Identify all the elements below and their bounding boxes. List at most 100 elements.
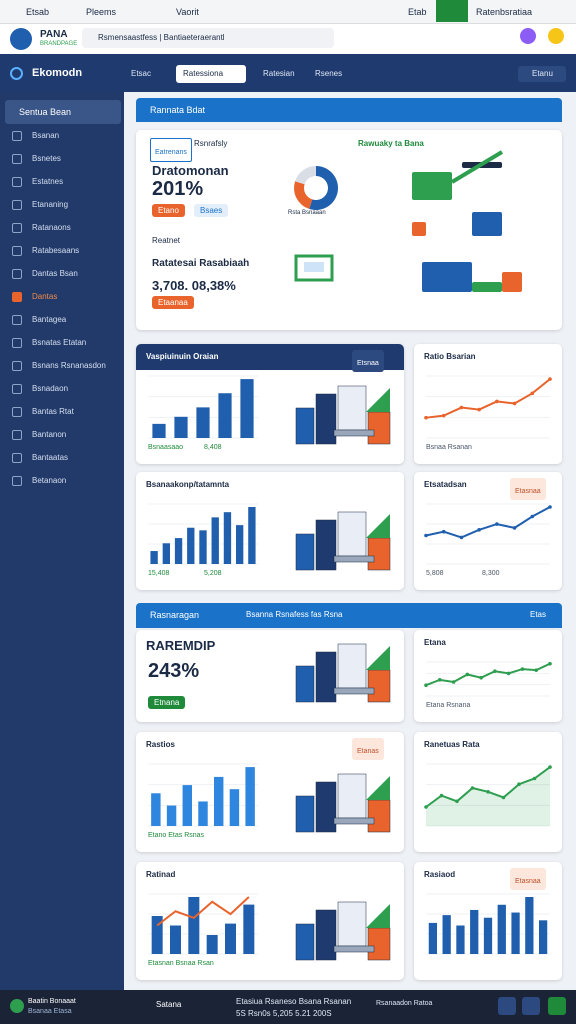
point [495,399,499,404]
bar [174,538,183,564]
illustration-part [412,222,426,236]
point [441,413,446,418]
point [486,790,490,794]
chart [148,375,258,439]
footer-right: Rsanaadon Ratoa [376,1000,433,1007]
chart [148,893,258,955]
point [517,782,521,786]
sidebar-item[interactable]: Bsnetes [4,149,120,169]
sidebar: Sentua Bean Bsanan Bsnetes Estatnes Etanani… [0,92,124,990]
tab[interactable]: Etsab [26,7,50,17]
hero-tab: Rsnrafsly [194,139,228,148]
url-field[interactable]: Rsmensaastfess | Bantiaeteraerantl [82,28,334,48]
line [425,662,551,687]
section-bar[interactable]: Rannata Bdat [136,98,562,122]
sidebar-item[interactable]: Dantas [4,287,120,307]
sidebar-item[interactable]: Dantas Bsan [4,264,120,284]
sidebar-header[interactable]: Sentua Bean [5,100,121,124]
footer-button[interactable] [498,997,516,1015]
donut-slice [309,166,338,210]
brand: PANA [40,29,68,40]
illustration-part [315,393,337,445]
illustration-part [502,272,522,292]
point [479,675,483,680]
illustration-part [315,651,337,703]
illustration-part [412,172,452,200]
sidebar-item[interactable]: Ratanaons [4,218,120,238]
illustration-part [333,945,375,953]
sidebar-item[interactable]: Etananing [4,195,120,215]
illustration-part [315,909,337,961]
card-title: Ratio Bsarian [424,352,476,361]
point [470,786,475,790]
section-subtitle: Bsanna Rsnafess fas Rsna [246,610,343,619]
bar [538,920,548,954]
sidebar-item[interactable]: Bantas Rtat [4,402,120,422]
tab[interactable]: Pleems [86,7,117,17]
card-badge: Etanas [352,738,384,760]
browser-tabs: Etsab Pleems Vaorit Etab Ratenbsratiaa [0,0,576,24]
bar [229,789,240,826]
main: Rannata Bdat Rasnaragan Bsanna Rsnafess fa… [124,92,576,990]
nav-tab[interactable]: Ratessiona [176,65,246,83]
bar [170,925,181,954]
illustration-part [472,212,502,236]
sidebar-item[interactable]: Bsanan [4,126,120,146]
point [424,533,428,538]
hero-button[interactable]: Etaanaa [152,296,194,309]
sidebar-icon [12,476,22,486]
hero-button[interactable]: Etano [152,204,185,217]
bar [225,923,236,954]
illustration-part [333,687,375,695]
tab-active[interactable] [436,0,468,22]
section-bar[interactable]: Rasnaragan Bsanna Rsnafess fas Rsna Etas [136,603,562,628]
sidebar-item[interactable]: Bsnans Rsnanasdon [4,356,120,376]
tab[interactable]: Vaorit [176,7,199,17]
badge-label: Etanas [357,748,379,755]
profile[interactable]: Ratenbsratiaa [476,7,533,17]
menu-button[interactable]: Etanu [518,66,566,82]
sidebar-icon [12,430,22,440]
card: RAREMDIP 243% Etnana [136,630,404,722]
sidebar-item[interactable]: Betanaon [4,471,120,491]
tab[interactable]: Etab [408,7,427,17]
card-title: Etsatadsan [424,480,467,489]
card-button[interactable]: Etnana [148,696,186,709]
illustration-part [472,282,502,292]
hero-button[interactable]: Bsaes [194,204,229,217]
avatar[interactable] [520,28,536,44]
bar [483,917,493,954]
bar [151,793,161,826]
illustration-part [367,411,391,445]
footer-button[interactable] [522,997,540,1015]
sidebar-item[interactable]: Ratabesaans [4,241,120,261]
bar [511,912,520,954]
sidebar-item[interactable]: Bantanon [4,425,120,445]
sidebar-item[interactable]: Bantagea [4,310,120,330]
footer-line: Etasiua Rsaneso Bsana Rsanan [236,997,352,1006]
footer-button[interactable] [548,997,566,1015]
sidebar-item[interactable]: Bsnadaon [4,379,120,399]
app-header: Ekomodn Etsac Ratessiona Ratesian Rsenes Et… [0,54,576,92]
app-icon [10,67,23,80]
nav-tab[interactable]: Rsenes [308,65,350,83]
card: Rastios Etanas Etano Etas Rsnas [136,732,404,852]
card-note: 8,300 [482,570,500,577]
sidebar-label: Bsanan [32,131,60,140]
sidebar-item[interactable]: Bantaatas [4,448,120,468]
app-brand: Ekomodn [32,67,83,79]
card-note: Etana Rsnana [426,702,471,709]
illustration [295,643,391,703]
point [459,535,464,540]
point [455,799,459,804]
illustration [295,511,391,571]
nav-tab[interactable]: Etsac [124,65,166,83]
sidebar-item[interactable]: Bsnatas Etatan [4,333,120,353]
point [477,528,481,532]
illustration-part [450,150,504,184]
sidebar-icon [12,315,22,325]
sidebar-item[interactable]: Estatnes [4,172,120,192]
avatar[interactable] [548,28,564,44]
nav-tab[interactable]: Ratesian [256,65,298,83]
card-note: 5,208 [204,570,222,577]
